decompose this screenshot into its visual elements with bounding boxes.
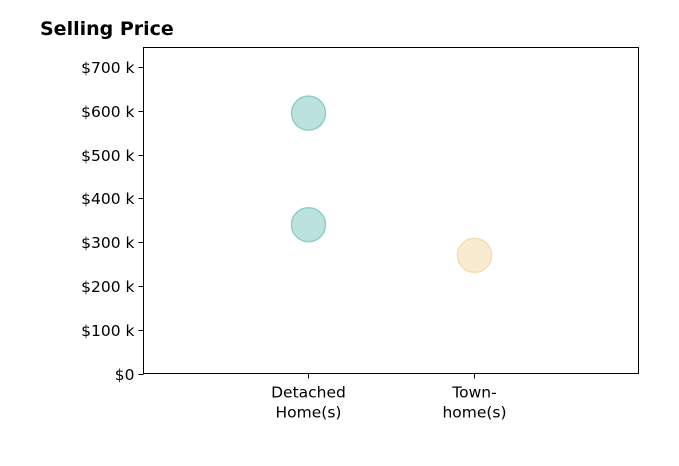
x-tick-label: Town- — [451, 384, 496, 402]
data-points — [290, 95, 493, 274]
x-axis: Detached Home(s) Town-home(s) — [271, 373, 507, 422]
y-tick-label: $400 k — [81, 190, 134, 208]
chart-title: Selling Price — [40, 18, 174, 40]
y-tick-label: $500 k — [81, 147, 134, 165]
data-point — [290, 95, 327, 131]
x-tick-label: home(s) — [442, 404, 506, 422]
y-tick-label: $700 k — [81, 59, 134, 77]
y-tick-label: $200 k — [81, 278, 134, 296]
y-tick-label: $0 — [115, 366, 135, 384]
x-tick-label: Detached — [271, 384, 346, 402]
y-tick-label: $600 k — [81, 103, 134, 121]
plot-area-frame — [143, 47, 639, 374]
y-axis: $0 $100 k $200 k $300 k $400 k $500 k $600 k $7… — [81, 59, 144, 384]
data-point — [290, 206, 327, 243]
x-tick-label: Home(s) — [276, 404, 342, 422]
data-point — [456, 237, 493, 274]
y-tick-label: $300 k — [81, 234, 134, 252]
y-tick-label: $100 k — [81, 322, 134, 340]
